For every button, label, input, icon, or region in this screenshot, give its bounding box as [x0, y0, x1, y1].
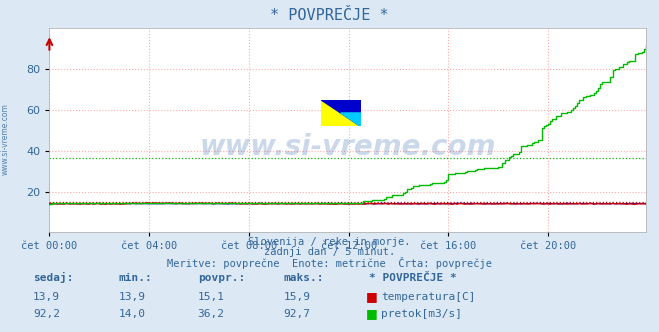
Text: pretok[m3/s]: pretok[m3/s] [381, 309, 462, 319]
Text: povpr.:: povpr.: [198, 273, 245, 283]
Polygon shape [341, 113, 360, 126]
Text: * POVPREČJE *: * POVPREČJE * [270, 8, 389, 23]
Text: min.:: min.: [119, 273, 152, 283]
Text: Slovenija / reke in morje.: Slovenija / reke in morje. [248, 237, 411, 247]
Text: ■: ■ [366, 307, 378, 320]
Text: www.si-vreme.com: www.si-vreme.com [200, 133, 496, 161]
Text: maks.:: maks.: [283, 273, 324, 283]
Text: zadnji dan / 5 minut.: zadnji dan / 5 minut. [264, 247, 395, 257]
Text: ■: ■ [366, 290, 378, 303]
Text: 13,9: 13,9 [119, 292, 146, 302]
Text: 92,2: 92,2 [33, 309, 60, 319]
Text: * POVPREČJE *: * POVPREČJE * [369, 273, 457, 283]
Text: 14,0: 14,0 [119, 309, 146, 319]
Text: 36,2: 36,2 [198, 309, 225, 319]
Text: 15,1: 15,1 [198, 292, 225, 302]
Text: 13,9: 13,9 [33, 292, 60, 302]
Text: sedaj:: sedaj: [33, 272, 73, 283]
Text: 92,7: 92,7 [283, 309, 310, 319]
Text: 15,9: 15,9 [283, 292, 310, 302]
Text: temperatura[C]: temperatura[C] [381, 292, 475, 302]
Text: www.si-vreme.com: www.si-vreme.com [1, 104, 10, 175]
Text: Meritve: povprečne  Enote: metrične  Črta: povprečje: Meritve: povprečne Enote: metrične Črta:… [167, 257, 492, 269]
Polygon shape [321, 100, 360, 126]
